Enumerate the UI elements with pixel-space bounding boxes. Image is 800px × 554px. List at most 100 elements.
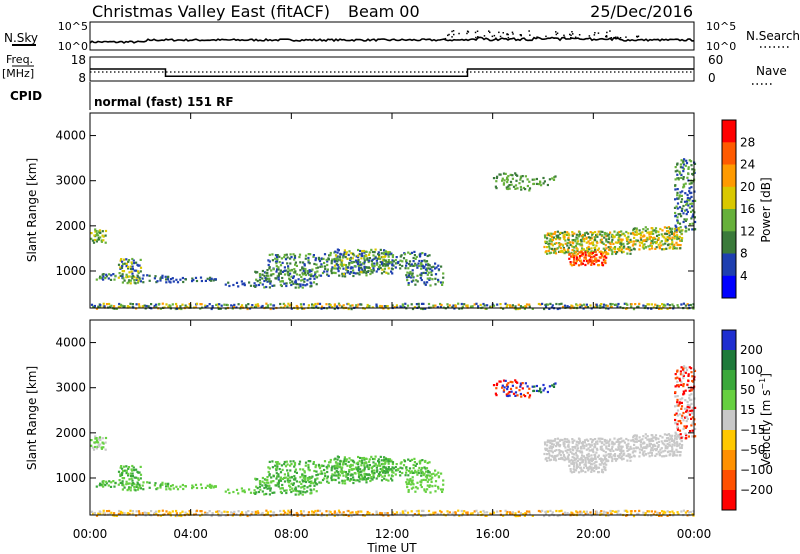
range-cell [139,270,142,273]
range-cell [563,440,566,443]
range-cell [583,256,586,259]
range-cell [479,303,482,306]
range-cell [689,303,692,307]
range-cell [525,303,529,306]
range-cell [199,483,203,486]
range-cell [103,512,106,515]
range-cell [583,439,587,442]
range-cell [154,482,157,485]
nsearch-point [511,31,514,34]
range-cell [343,470,346,473]
range-cell [228,284,231,288]
range-cell [687,172,690,176]
range-cell [382,471,385,474]
nsearch-point [597,32,600,34]
range-cell [677,420,680,423]
range-cell [626,252,629,255]
range-cell [99,511,102,514]
range-cell [554,438,557,441]
range-cell [563,235,566,239]
range-cell [673,452,676,456]
range-cell [605,251,608,254]
range-cell [267,277,270,280]
range-cell [215,510,218,513]
range-cell [307,272,310,275]
range-cell [256,478,259,481]
range-cell [568,464,571,467]
range-cell [298,463,301,466]
range-cell [579,466,582,469]
range-cell [599,463,602,466]
range-cell [377,473,380,476]
range-cell [556,514,559,518]
range-cell [644,226,647,229]
range-cell [356,272,359,275]
range-cell [607,241,610,244]
range-cell [684,399,687,402]
range-cell [406,271,409,274]
range-cell [574,457,577,461]
range-cell [275,472,278,475]
range-cell [359,468,362,471]
range-cell [278,468,281,471]
range-cell [664,446,667,449]
range-cell [650,514,653,517]
range-cell [664,449,667,452]
range-cell [258,485,261,488]
range-cell [405,481,408,484]
range-cell [109,278,113,281]
range-cell [681,414,684,417]
range-cell [121,273,124,276]
range-cell [502,307,505,310]
range-cell [549,509,552,512]
range-cell [169,305,172,308]
range-cell [295,304,298,308]
range-cell [592,513,595,516]
range-cell [338,474,342,477]
range-cell [289,488,292,491]
range-cell [429,284,432,287]
range-cell [293,461,297,464]
range-cell [612,242,615,245]
range-cell [414,490,417,493]
range-cell [573,256,576,259]
range-cell [165,303,168,306]
range-cell [676,173,679,176]
range-cell [386,469,389,472]
range-cell [344,253,348,256]
range-cell [675,205,678,208]
range-cell [563,459,566,462]
range-cell [625,236,628,239]
range-cell [616,448,619,451]
nsearch-point [625,36,627,38]
range-cell [387,255,390,258]
range-cell [302,468,305,471]
range-cell [575,233,578,236]
range-cell [286,305,289,308]
range-cell [694,406,697,409]
range-cell [100,446,103,449]
range-cell [682,163,685,166]
range-cell [304,491,307,494]
range-cell [104,277,107,280]
range-cell [490,513,493,516]
range-cell [586,456,589,459]
range-cell [603,443,606,446]
range-cell [503,386,506,389]
range-cell [439,305,442,309]
range-cell [531,178,534,181]
range-cell [608,440,611,443]
range-cell [518,182,521,185]
range-cell [633,455,636,458]
range-cell [518,307,521,310]
range-cell [412,486,415,489]
range-cell [310,489,313,492]
range-cell [184,511,187,514]
range-cell [636,513,639,516]
range-cell [372,476,375,479]
range-cell [591,256,594,259]
range-cell [577,264,581,267]
range-cell [351,261,354,264]
range-cell [246,514,249,518]
range-cell [292,276,295,279]
